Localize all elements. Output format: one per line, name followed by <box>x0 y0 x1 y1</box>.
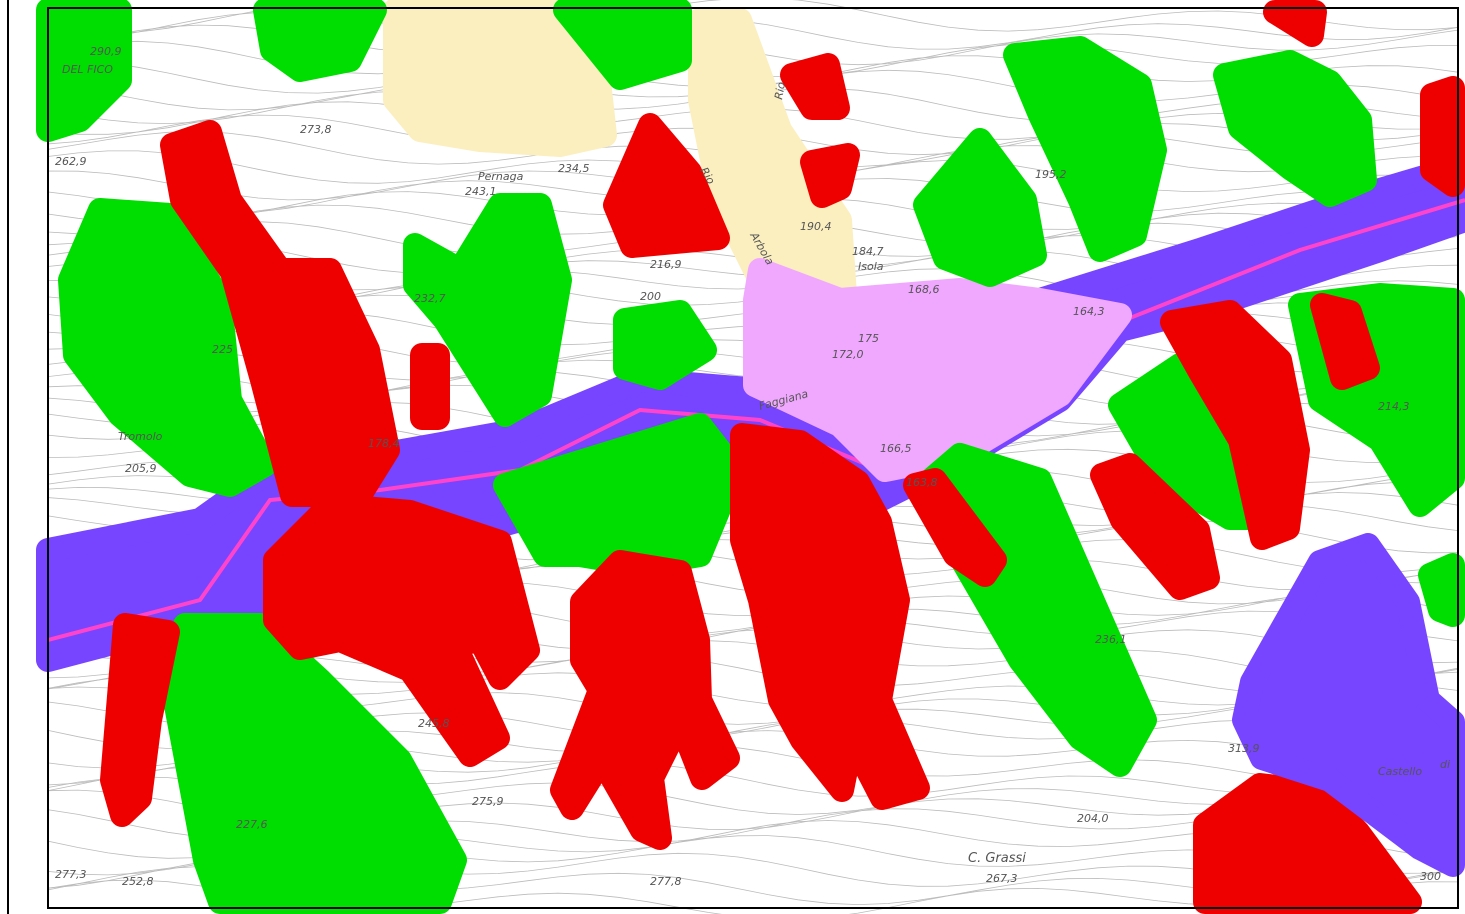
elevation-label: 227,6 <box>236 818 268 831</box>
elevation-label: 234,5 <box>558 162 590 175</box>
elevation-label: 232,7 <box>414 292 446 305</box>
place-label: Castello <box>1378 765 1422 778</box>
place-label: Isola <box>858 260 884 273</box>
place-label: C. Grassi <box>968 851 1026 866</box>
elevation-label: 178,4 <box>368 437 400 450</box>
elevation-label: 200 <box>640 290 661 303</box>
elevation-label: 290,9 <box>90 45 122 58</box>
elevation-label: 195,2 <box>1035 168 1067 181</box>
elevation-label: 190,4 <box>800 220 832 233</box>
elevation-label: 277,3 <box>55 868 87 881</box>
elevation-label: 168,6 <box>908 283 940 296</box>
place-label: di <box>1440 758 1450 771</box>
elevation-label: 175 <box>858 332 879 345</box>
elevation-label: 245,8 <box>418 717 450 730</box>
place-label: Pernaga <box>478 170 524 183</box>
elevation-label: 262,9 <box>55 155 87 168</box>
elevation-label: 236,1 <box>1095 633 1127 646</box>
elevation-label: 300 <box>1420 870 1441 883</box>
elevation-label: 205,9 <box>125 462 157 475</box>
hazard-zones <box>48 10 1465 902</box>
elevation-label: 172,0 <box>832 348 864 361</box>
elevation-label: 214,3 <box>1378 400 1410 413</box>
elevation-label: 252,8 <box>122 875 154 888</box>
place-label: DEL FICO <box>62 63 113 76</box>
map: DEL FICO 290,9 273,8 262,9 Pernaga 234,5… <box>0 0 1465 914</box>
elevation-label: 184,7 <box>852 245 884 258</box>
elevation-label: 166,5 <box>880 442 912 455</box>
place-label: Tromolo <box>118 430 163 443</box>
elevation-label: 225 <box>212 343 233 356</box>
elevation-label: 273,8 <box>300 123 332 136</box>
elevation-label: 163,8 <box>906 476 938 489</box>
river-label: Rio <box>772 81 788 101</box>
elevation-label: 313,9 <box>1228 742 1260 755</box>
elevation-label: 277,8 <box>650 875 682 888</box>
elevation-label: 275,9 <box>472 795 504 808</box>
elevation-label: 243,1 <box>465 185 497 198</box>
elevation-label: 164,3 <box>1073 305 1105 318</box>
elevation-label: 267,3 <box>986 872 1018 885</box>
elevation-label: 216,9 <box>650 258 682 271</box>
elevation-label: 204,0 <box>1077 812 1109 825</box>
